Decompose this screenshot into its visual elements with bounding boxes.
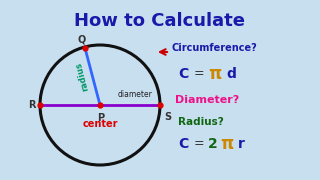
Text: Radius?: Radius? xyxy=(178,117,224,127)
Text: π: π xyxy=(208,65,221,83)
Text: 2: 2 xyxy=(208,137,218,151)
Text: Diameter?: Diameter? xyxy=(175,95,239,105)
Text: r: r xyxy=(238,137,245,151)
Text: diameter: diameter xyxy=(117,90,152,99)
Text: C: C xyxy=(178,67,188,81)
Text: Circumference?: Circumference? xyxy=(172,43,258,53)
Text: d: d xyxy=(226,67,236,81)
Text: S: S xyxy=(164,112,171,122)
Text: How to Calculate: How to Calculate xyxy=(75,12,245,30)
Text: =: = xyxy=(194,68,204,80)
Text: R: R xyxy=(28,100,36,110)
Text: =: = xyxy=(194,138,204,150)
Text: π: π xyxy=(220,135,233,153)
Text: Q: Q xyxy=(78,34,86,44)
Text: center: center xyxy=(82,119,118,129)
Text: P: P xyxy=(97,113,105,123)
Text: C: C xyxy=(178,137,188,151)
Text: radius: radius xyxy=(74,61,91,92)
